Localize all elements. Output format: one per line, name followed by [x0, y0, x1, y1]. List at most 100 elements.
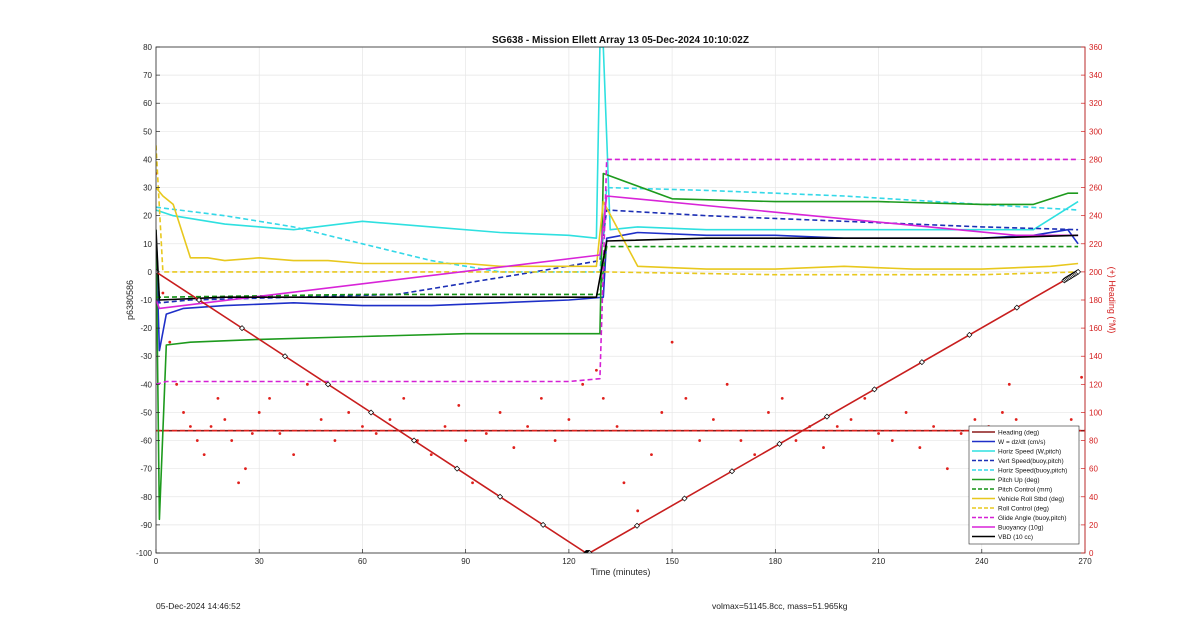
point-heading-deg	[168, 340, 172, 344]
point-heading-deg	[416, 439, 419, 442]
y-tick-label: -30	[140, 352, 152, 361]
y2-tick-label: 120	[1089, 380, 1103, 389]
depth-marker	[586, 550, 593, 553]
y2-tick-label: 20	[1089, 521, 1098, 530]
depth-marker	[966, 331, 973, 338]
point-heading-deg	[1069, 418, 1073, 421]
point-heading-deg	[161, 291, 165, 295]
series-pitch-up-deg	[156, 172, 1079, 521]
depth-marker	[823, 413, 830, 420]
footer-timestamp: 05-Dec-2024 14:46:52	[156, 601, 241, 611]
point-heading-deg	[182, 411, 185, 414]
legend-label: Pitch Control (mm)	[998, 486, 1052, 493]
series-horiz-speed-w-pitch	[156, 47, 1079, 239]
y-tick-label: -40	[140, 380, 152, 389]
depth-marker	[918, 359, 925, 366]
y2-tick-label: 180	[1089, 296, 1103, 305]
point-heading-deg	[257, 411, 261, 414]
legend: Heading (deg) W = dz/dt (cm/s) Horiz Speed…	[968, 425, 1080, 545]
y2-tick-label: 240	[1089, 212, 1103, 221]
y2-tick-label: 0	[1089, 549, 1094, 558]
point-heading-deg	[292, 453, 296, 457]
chart-title: SG638 - Mission Ellett Array 13 05-Dec-2…	[492, 35, 749, 46]
point-heading-deg	[319, 418, 323, 421]
x-tick-label: 60	[358, 557, 367, 566]
depth-marker	[681, 495, 688, 502]
point-heading-deg	[636, 509, 640, 513]
y2-tick-label: 160	[1089, 324, 1103, 333]
depth-marker	[871, 386, 878, 393]
y2-tick-label: 80	[1089, 437, 1098, 446]
x-tick-label: 150	[665, 557, 679, 566]
legend-label: Glide Angle (buoy,pitch)	[998, 515, 1067, 522]
legend-label: Vert Speed(buoy,pitch)	[998, 458, 1064, 465]
x-tick-label: 0	[154, 557, 159, 566]
point-heading-deg	[822, 446, 825, 449]
point-heading-deg	[684, 396, 688, 400]
depth-marker	[282, 353, 289, 360]
point-heading-deg	[1007, 382, 1011, 386]
depth-marker	[497, 493, 504, 500]
x-tick-label: 180	[769, 557, 783, 566]
point-heading-deg	[305, 382, 309, 386]
x-tick-label: 240	[975, 557, 989, 566]
y-tick-label: 20	[143, 212, 152, 221]
point-heading-deg	[216, 396, 220, 400]
point-heading-deg	[918, 446, 922, 449]
y-tick-label: 60	[143, 99, 152, 108]
depth-marker	[728, 468, 735, 475]
point-heading-deg	[890, 439, 894, 442]
point-heading-deg	[223, 418, 227, 421]
y-tick-label: -60	[140, 437, 152, 446]
depth-marker	[368, 409, 375, 416]
point-heading-deg	[835, 425, 839, 428]
series-vert-speed-buoy-pitch	[156, 209, 1079, 304]
y-tick-label: 40	[143, 155, 152, 164]
depth-marker	[1013, 304, 1020, 311]
depth-marker	[1075, 268, 1082, 275]
series-buoyancy-10g	[156, 195, 1079, 310]
y2-tick-label: 360	[1089, 43, 1103, 52]
y2-tick-label: 220	[1089, 240, 1103, 249]
y-tick-label: -90	[140, 521, 152, 530]
legend-label: Pitch Up (deg)	[998, 477, 1040, 484]
point-heading-deg	[904, 411, 908, 414]
y2-tick-label: 340	[1089, 71, 1103, 80]
y2-tick-label: 60	[1089, 465, 1098, 474]
series-glide-angle-buoy-pitch	[156, 158, 1079, 386]
y2-tick-label: 300	[1089, 127, 1103, 136]
point-heading-deg	[484, 432, 488, 435]
point-heading-deg	[932, 425, 936, 428]
grid-lines	[155, 46, 1086, 554]
point-heading-deg	[230, 439, 234, 442]
point-heading-deg	[863, 396, 867, 400]
depth-marker	[325, 381, 332, 388]
y-tick-label: 80	[143, 43, 152, 52]
legend-label: VBD (10 cc)	[998, 534, 1033, 541]
y2-tick-label: 200	[1089, 268, 1103, 277]
point-heading-deg	[388, 418, 392, 421]
point-heading-deg	[195, 439, 199, 442]
depth-marker	[196, 297, 203, 303]
point-heading-deg	[670, 340, 674, 344]
point-heading-deg	[973, 418, 977, 421]
y2-tick-label: 260	[1089, 184, 1103, 193]
point-heading-deg	[526, 425, 529, 428]
point-heading-deg	[244, 467, 247, 471]
point-heading-deg	[698, 439, 702, 442]
point-heading-deg	[361, 425, 364, 428]
point-heading-deg	[268, 396, 271, 400]
y-axis-left-ticks: -100-90-80-70-60-50-40-30-20-10010203040…	[136, 43, 160, 558]
point-heading-deg	[650, 453, 653, 457]
x-tick-label: 120	[562, 557, 576, 566]
legend-label: Roll Control (deg)	[998, 505, 1049, 512]
point-heading-deg	[347, 411, 351, 414]
y2-tick-label: 320	[1089, 99, 1103, 108]
point-heading-deg	[278, 432, 282, 435]
legend-label: W = dz/dt (cm/s)	[998, 439, 1046, 446]
point-heading-deg	[443, 425, 447, 428]
y-tick-label: -10	[140, 296, 152, 305]
point-heading-deg	[567, 418, 571, 421]
point-heading-deg	[660, 411, 664, 414]
depth-marker	[454, 465, 461, 472]
